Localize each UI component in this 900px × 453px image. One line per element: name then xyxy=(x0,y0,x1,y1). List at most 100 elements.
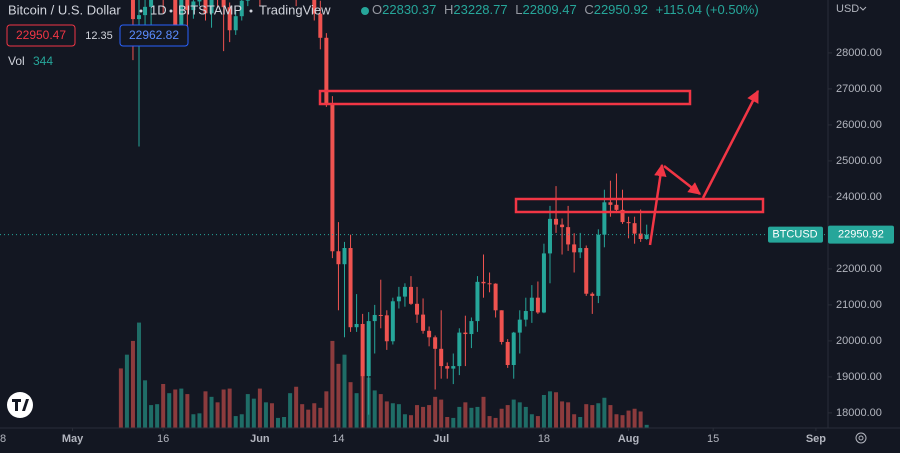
ohlc-value: 22809.47 xyxy=(522,2,576,17)
candle-body xyxy=(457,332,462,367)
candle-body xyxy=(227,7,232,31)
candle-body xyxy=(239,0,244,17)
candle-body xyxy=(324,37,329,105)
currency[interactable]: USD xyxy=(836,3,859,15)
candle-body xyxy=(378,314,383,316)
volume-bar xyxy=(282,417,287,428)
volume-bar xyxy=(288,393,293,428)
arrow[interactable] xyxy=(663,165,701,195)
volume-bar xyxy=(348,382,353,428)
currency-caret xyxy=(859,6,867,11)
candle-body xyxy=(638,233,643,240)
exchange: BITSTAMP xyxy=(178,2,242,17)
volume-bar xyxy=(396,404,401,428)
candle-body xyxy=(529,297,534,312)
x-tick-label: Aug xyxy=(618,433,639,445)
gear-ring xyxy=(855,432,867,444)
candle-body xyxy=(318,13,323,38)
volume-bar xyxy=(179,388,184,428)
candle-body xyxy=(523,311,528,320)
ohlc-label: L xyxy=(515,2,522,17)
y-tick-label: 24000.00 xyxy=(836,191,882,203)
candle-body xyxy=(130,0,135,20)
volume-value: 344 xyxy=(33,54,53,68)
volume-bar xyxy=(481,396,486,428)
volume-bar xyxy=(415,405,420,428)
volume-bar xyxy=(300,404,305,428)
volume-bar xyxy=(203,391,208,428)
spread: 12.35 xyxy=(85,30,113,42)
volume-bar xyxy=(294,386,299,428)
buy-button[interactable] xyxy=(119,24,189,47)
price-tag xyxy=(828,225,894,244)
volume-bar xyxy=(620,415,625,428)
volume-bar xyxy=(215,402,220,428)
volume-bar xyxy=(330,340,335,428)
volume-bar xyxy=(384,401,389,428)
arrow[interactable] xyxy=(648,163,667,246)
y-tick-label: 20000.00 xyxy=(836,335,882,347)
volume-bar xyxy=(602,397,607,428)
volume-bar xyxy=(638,411,643,428)
volume-bar xyxy=(529,414,534,428)
volume-bar xyxy=(155,404,160,428)
volume-bar xyxy=(608,405,613,428)
volume-bar xyxy=(161,384,166,428)
buy-price: 22962.82 xyxy=(129,28,179,42)
volume-bar xyxy=(137,322,142,428)
x-tick-label: Jul xyxy=(433,433,449,445)
candle-body xyxy=(415,303,420,315)
volume-bar xyxy=(372,390,377,428)
x-tick-label: 14 xyxy=(332,433,344,445)
volume-bar xyxy=(487,416,492,428)
interval[interactable]: 1D xyxy=(150,2,167,17)
volume-bar xyxy=(276,417,281,428)
separator xyxy=(249,9,253,13)
candle-body xyxy=(421,314,426,331)
candle-body xyxy=(572,244,577,253)
volume-bar xyxy=(185,394,190,428)
candle-body xyxy=(191,1,196,11)
candle-body xyxy=(336,251,341,265)
volume-bar xyxy=(469,407,474,428)
symbol-title: Bitcoin / U.S. Dollar xyxy=(8,2,121,17)
candle-body xyxy=(614,204,619,210)
x-tick-label: Jun xyxy=(250,433,270,445)
arrow[interactable] xyxy=(701,89,760,199)
candle-body xyxy=(620,209,625,223)
breakout-zone[interactable] xyxy=(514,197,765,214)
y-tick-label: 19000.00 xyxy=(836,371,882,383)
volume-bar xyxy=(336,363,341,428)
logo-mark xyxy=(12,399,29,411)
candle-body xyxy=(233,16,238,31)
x-tick-label: 16 xyxy=(157,433,169,445)
x-tick-label: May xyxy=(62,433,84,445)
candle-body xyxy=(330,104,335,252)
x-tick-label: 8 xyxy=(0,433,6,445)
candle-body xyxy=(203,0,208,14)
resistance-zone[interactable] xyxy=(318,89,692,106)
candle-body xyxy=(541,253,546,313)
volume-bar xyxy=(306,409,311,428)
sell-button[interactable] xyxy=(6,24,76,47)
volume-bar xyxy=(517,402,522,428)
market-status[interactable] xyxy=(361,7,369,15)
candle-body xyxy=(439,348,444,367)
logo-badge xyxy=(7,392,33,418)
candle-body xyxy=(143,6,148,16)
volume-bar xyxy=(560,401,565,428)
volume-bar xyxy=(312,403,317,428)
separator xyxy=(139,9,143,13)
candle-body xyxy=(566,227,571,245)
candle-body xyxy=(312,0,317,14)
candle-body xyxy=(560,224,565,228)
settings-button[interactable] xyxy=(855,432,867,444)
volume-bar xyxy=(227,388,232,428)
candle-body xyxy=(481,281,486,284)
candle-body xyxy=(463,332,468,335)
y-tick-label: 21000.00 xyxy=(836,299,882,311)
volume-bar xyxy=(245,394,250,428)
ohlc-legend: O22830.37 H23228.77 L22809.47 C22950.92 … xyxy=(372,2,759,17)
candle-body xyxy=(354,323,359,328)
